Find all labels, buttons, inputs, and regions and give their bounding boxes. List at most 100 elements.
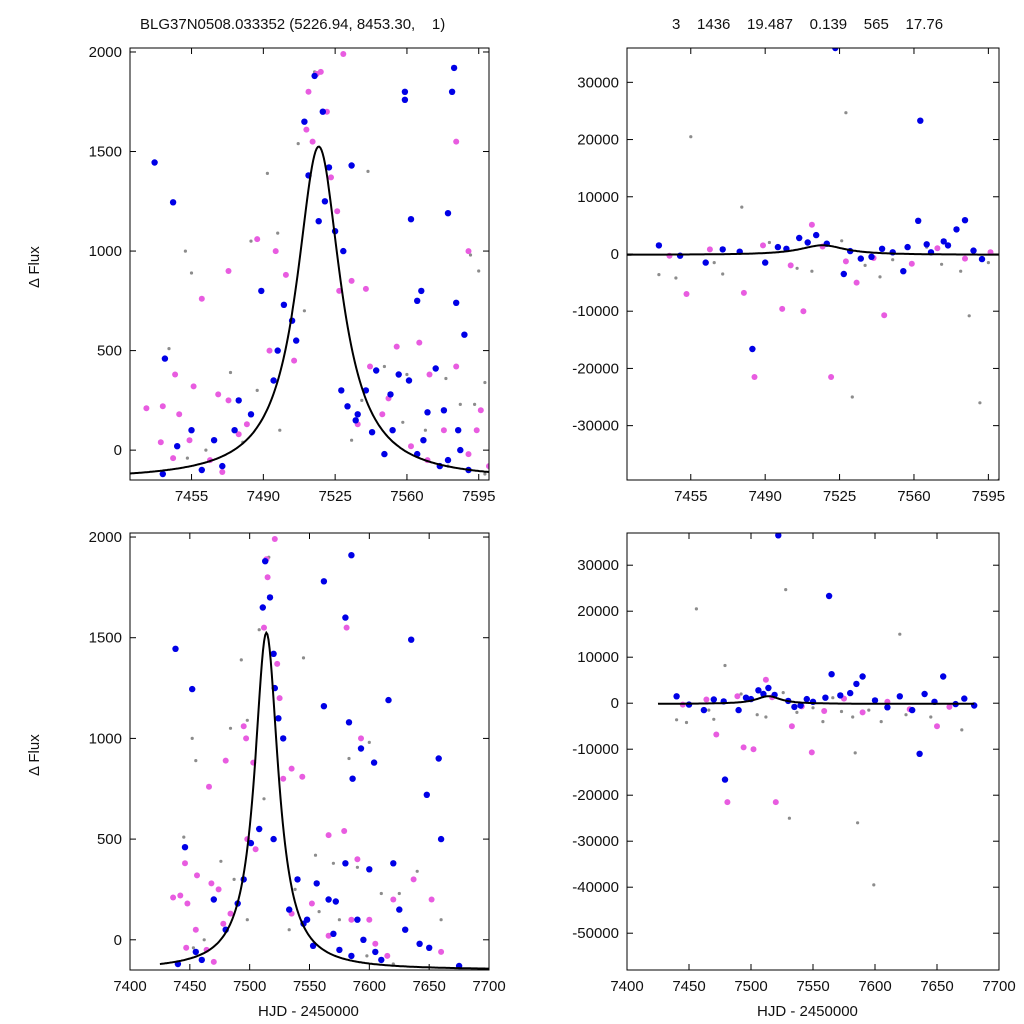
- data-point: [274, 661, 280, 667]
- data-point: [953, 226, 959, 232]
- data-point: [860, 709, 866, 715]
- data-point: [336, 947, 342, 953]
- data-point: [276, 232, 279, 235]
- data-point: [380, 892, 383, 895]
- y-tick-label: -50000: [572, 925, 619, 942]
- data-point: [265, 574, 271, 580]
- y-tick-label: 500: [97, 831, 122, 848]
- data-point: [176, 411, 182, 417]
- data-point: [344, 625, 350, 631]
- y-tick-label: 2000: [89, 529, 122, 546]
- data-point: [749, 346, 755, 352]
- data-point: [466, 248, 472, 254]
- x-tick-label: 7700: [982, 978, 1015, 995]
- data-point: [406, 377, 412, 383]
- data-point: [342, 614, 348, 620]
- data-point: [275, 715, 281, 721]
- data-point: [358, 745, 364, 751]
- data-point: [788, 817, 791, 820]
- data-point: [453, 364, 459, 370]
- data-point: [243, 735, 249, 741]
- data-point: [881, 312, 887, 318]
- data-point: [917, 118, 923, 124]
- data-point: [182, 844, 188, 850]
- data-point: [385, 697, 391, 703]
- data-point: [934, 245, 940, 251]
- data-point: [360, 937, 366, 943]
- data-point: [868, 254, 874, 260]
- data-point: [223, 758, 229, 764]
- data-point: [306, 89, 312, 95]
- data-point: [441, 427, 447, 433]
- data-point: [390, 897, 396, 903]
- data-point: [424, 792, 430, 798]
- data-point: [236, 397, 242, 403]
- data-point: [872, 883, 875, 886]
- data-point: [311, 73, 317, 79]
- data-point: [420, 437, 426, 443]
- data-point: [713, 261, 716, 264]
- data-point: [211, 437, 217, 443]
- data-point: [461, 332, 467, 338]
- x-tick-label: 7450: [173, 978, 206, 995]
- y-tick-label: 1500: [89, 144, 122, 161]
- data-point: [784, 588, 787, 591]
- plot-area-bottom-left: [160, 536, 489, 969]
- data-point: [294, 876, 300, 882]
- data-point: [229, 371, 232, 374]
- data-point: [286, 906, 292, 912]
- data-point: [453, 139, 459, 145]
- data-point: [804, 696, 810, 702]
- data-point: [445, 210, 451, 216]
- y-tick-label: 0: [611, 695, 619, 712]
- data-point: [466, 451, 472, 457]
- data-point: [384, 953, 390, 959]
- data-point: [962, 256, 968, 262]
- data-point: [703, 259, 709, 265]
- data-point: [478, 407, 484, 413]
- data-point: [254, 236, 260, 242]
- data-point: [389, 427, 395, 433]
- panel-bottom-right: 7400 7450 7500 7550 7600 7650 7700-50000-40000…: [572, 532, 1015, 995]
- data-point: [416, 340, 422, 346]
- data-point: [837, 692, 843, 698]
- data-point: [713, 732, 719, 738]
- panel-bottom-left: 7400 7450 7500 7550 7600 7650 7700050010001500…: [89, 529, 506, 995]
- y-tick-label: 0: [611, 246, 619, 263]
- data-point: [346, 719, 352, 725]
- data-point: [322, 198, 328, 204]
- data-point: [349, 776, 355, 782]
- data-point: [987, 261, 990, 264]
- data-point: [249, 240, 252, 243]
- data-point: [867, 709, 870, 712]
- data-point: [416, 941, 422, 947]
- data-point: [182, 836, 185, 839]
- data-point: [821, 708, 827, 714]
- data-point: [314, 854, 317, 857]
- data-point: [433, 365, 439, 371]
- x-tick-label: 7700: [472, 978, 505, 995]
- data-point: [401, 421, 404, 424]
- data-point: [174, 443, 180, 449]
- data-point: [427, 372, 433, 378]
- data-point: [408, 637, 414, 643]
- data-point: [261, 625, 267, 631]
- data-point: [158, 439, 164, 445]
- data-point: [689, 135, 692, 138]
- data-point: [303, 127, 309, 133]
- data-point: [332, 862, 335, 865]
- data-point: [160, 403, 166, 409]
- data-point: [143, 405, 149, 411]
- data-point: [321, 703, 327, 709]
- data-point: [297, 142, 300, 145]
- data-point: [246, 918, 249, 921]
- data-point: [280, 776, 286, 782]
- data-point: [314, 880, 320, 886]
- data-point: [326, 832, 332, 838]
- data-point: [162, 355, 168, 361]
- data-point: [340, 248, 346, 254]
- data-point: [321, 578, 327, 584]
- data-point: [851, 395, 854, 398]
- data-point: [272, 536, 278, 542]
- data-point: [782, 691, 785, 694]
